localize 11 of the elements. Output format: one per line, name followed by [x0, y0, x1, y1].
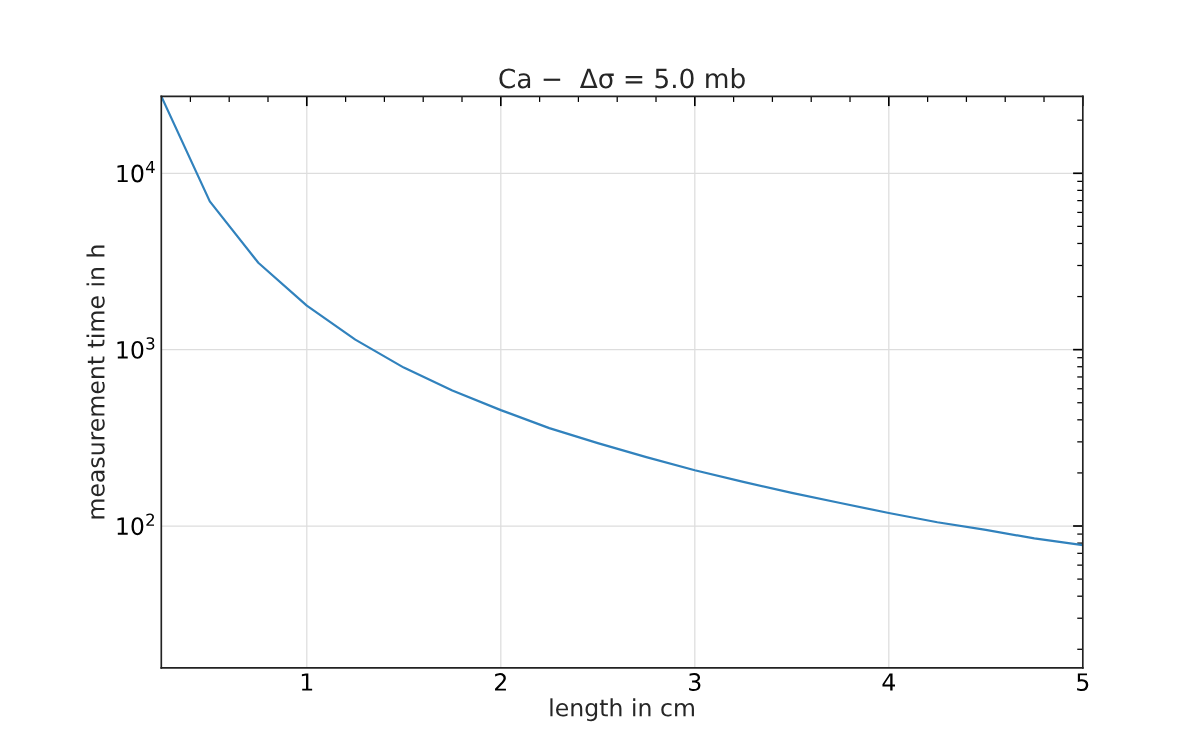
y-tick-label: 10$^{2}$	[117, 513, 155, 536]
x-tick-label: 3	[689, 673, 701, 691]
y-tick-label: 10$^{3}$	[117, 337, 155, 359]
y-tick-label: 10$^{4}$	[117, 161, 155, 183]
x-tick-label: 4	[882, 673, 895, 691]
x-tick-label: 5	[1077, 673, 1089, 691]
x-tick-label: 1	[301, 673, 313, 691]
y-axis-title: measurement time in h	[86, 245, 105, 519]
x-axis-title: length in cm	[550, 698, 694, 722]
x-tick-label: 2	[495, 673, 506, 691]
chart-title: Ca − Δσ = 5.0 mb	[499, 67, 745, 89]
